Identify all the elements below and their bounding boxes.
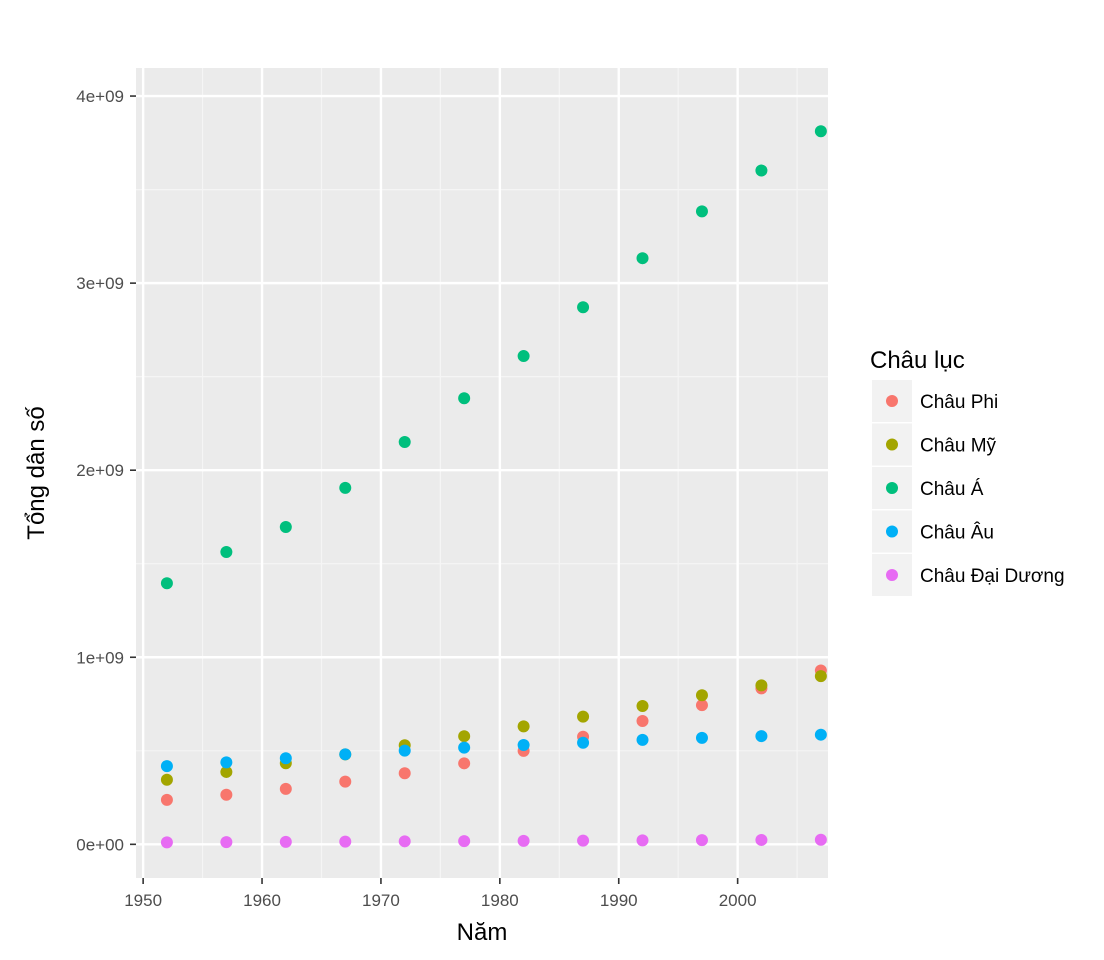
data-point: [636, 715, 649, 728]
data-point: [636, 834, 649, 847]
data-point: [755, 679, 768, 692]
data-point: [458, 392, 471, 405]
x-tick-label: 1960: [243, 891, 281, 910]
data-point: [220, 836, 233, 849]
data-point: [279, 520, 292, 533]
legend-key-point: [886, 525, 898, 538]
data-point: [160, 577, 173, 590]
y-axis-title: Tổng dân số: [23, 406, 50, 539]
data-point: [220, 756, 233, 769]
data-point: [814, 728, 827, 741]
y-tick-label: 1e+09: [76, 648, 124, 667]
legend-label: Châu Phi: [920, 392, 998, 413]
data-point: [814, 833, 827, 846]
legend-key-point: [886, 438, 898, 451]
data-point: [517, 834, 530, 847]
major-grid: [136, 68, 828, 878]
data-point: [814, 670, 827, 683]
y-tick-label: 2e+09: [76, 461, 124, 480]
data-point: [279, 835, 292, 848]
data-point: [458, 730, 471, 743]
legend-key-point: [886, 482, 898, 494]
data-point: [339, 748, 352, 761]
data-point: [398, 435, 411, 448]
data-point: [636, 252, 649, 265]
data-point: [339, 481, 352, 494]
data-point: [458, 757, 471, 770]
legend-label: Châu Đại Dương: [920, 566, 1065, 587]
data-point: [220, 788, 233, 801]
legend-label: Châu Á: [920, 479, 984, 500]
data-point: [220, 765, 233, 778]
data-point: [636, 700, 649, 713]
x-tick-label: 1980: [481, 891, 519, 910]
data-point: [755, 833, 768, 846]
data-point: [279, 752, 292, 765]
data-point: [398, 767, 411, 780]
minor-grid: [136, 68, 828, 878]
data-point: [577, 736, 590, 749]
data-point: [339, 775, 352, 788]
data-point: [398, 835, 411, 848]
data-point: [636, 733, 649, 746]
data-point: [755, 164, 768, 177]
y-axis: 0e+00 1e+09 2e+09 3e+09 4e+09: [76, 87, 136, 854]
legend-label: Châu Âu: [920, 522, 994, 544]
data-point: [458, 741, 471, 754]
legend-key-point: [886, 569, 898, 581]
legend: Châu lục Châu Phi Châu Mỹ Châu Á Châu Âu Châ…: [870, 347, 1065, 596]
y-tick-label: 3e+09: [76, 274, 124, 293]
x-tick-label: 1950: [124, 891, 162, 910]
data-point: [517, 350, 530, 363]
data-point: [814, 125, 827, 138]
x-axis: 1950 1960 1970 1980 1990 2000: [124, 878, 757, 910]
data-point: [160, 836, 173, 849]
data-point: [220, 545, 233, 558]
data-point: [458, 835, 471, 848]
x-tick-label: 1990: [600, 891, 638, 910]
legend-label: Châu Mỹ: [920, 436, 997, 457]
data-point: [160, 773, 173, 786]
data-point: [517, 738, 530, 751]
data-point: [695, 699, 708, 712]
data-points: [160, 125, 827, 849]
data-point: [160, 793, 173, 806]
data-point: [160, 760, 173, 773]
data-point: [695, 205, 708, 218]
x-tick-label: 2000: [719, 891, 757, 910]
data-point: [279, 782, 292, 795]
x-axis-title: Năm: [457, 919, 508, 946]
data-point: [577, 301, 590, 314]
legend-title: Châu lục: [870, 347, 965, 374]
x-tick-label: 1970: [362, 891, 400, 910]
y-tick-label: 4e+09: [76, 87, 124, 106]
plot-panel: [136, 68, 828, 878]
data-point: [577, 834, 590, 847]
data-point: [577, 710, 590, 723]
data-point: [695, 834, 708, 847]
data-point: [339, 835, 352, 848]
data-point: [398, 744, 411, 757]
legend-key-point: [886, 395, 898, 407]
y-tick-label: 0e+00: [76, 835, 124, 854]
data-point: [755, 730, 768, 743]
data-point: [517, 720, 530, 733]
data-point: [695, 731, 708, 744]
data-point: [695, 689, 708, 702]
